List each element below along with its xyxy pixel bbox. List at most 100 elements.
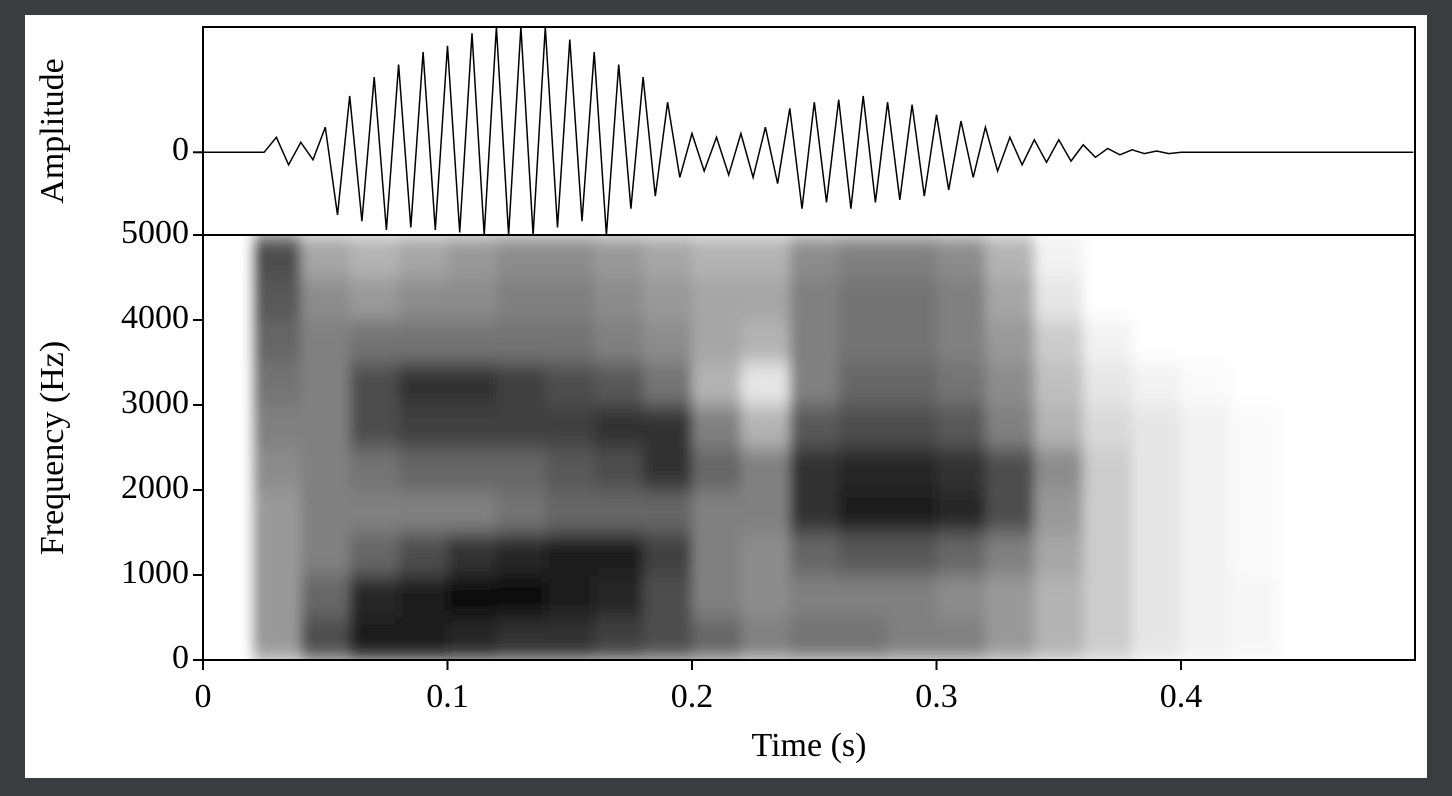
x-tick-label: 0.3 (915, 678, 958, 715)
heatmap-cell (251, 362, 302, 406)
heatmap-cell (545, 362, 595, 406)
heatmap-cell (1181, 575, 1231, 618)
heatmap-cell (1327, 490, 1378, 533)
heatmap-cell (936, 617, 986, 660)
heatmap-cell (789, 490, 840, 533)
heatmap-cell (643, 490, 693, 533)
heatmap-cell (1327, 575, 1378, 618)
heatmap-cell (1083, 617, 1133, 660)
x-tick-label: 0.1 (426, 678, 469, 715)
heatmap-cell (398, 362, 449, 406)
heatmap-cell (545, 277, 595, 321)
heatmap-cell (1083, 320, 1133, 363)
heatmap-cell (692, 277, 742, 321)
heatmap-cell (545, 532, 595, 576)
heatmap-cell (349, 575, 400, 618)
heatmap-cell (838, 320, 889, 363)
heatmap-cell (349, 490, 400, 533)
heatmap-cell (594, 405, 644, 448)
heatmap-cell (692, 532, 742, 576)
heatmap-cell (985, 405, 1035, 448)
heatmap-cell (936, 575, 986, 618)
heatmap-cell (349, 277, 400, 321)
heatmap-cell (985, 575, 1035, 618)
heatmap-cell (1034, 617, 1084, 660)
heatmap-cell (1327, 405, 1378, 448)
heatmap-cell (300, 490, 351, 533)
heatmap-cell (838, 362, 889, 406)
heatmap-cell (251, 532, 302, 576)
heatmap-cell (1327, 362, 1378, 406)
heatmap-cell (496, 405, 546, 448)
heatmap-cell (740, 405, 791, 448)
heatmap-cell (496, 490, 546, 533)
heatmap-cell (1132, 362, 1182, 406)
heatmap-cell (496, 617, 546, 660)
heatmap-cell (643, 405, 693, 448)
heatmap-cell (887, 490, 938, 533)
heatmap-cell (1278, 320, 1329, 363)
heatmap-cell (203, 447, 253, 491)
heatmap-cell (887, 405, 938, 448)
heatmap-cell (740, 532, 791, 576)
heatmap-cell (1132, 405, 1182, 448)
heatmap-cell (1132, 447, 1182, 491)
heatmap-cell (692, 617, 742, 660)
heatmap-cell (1278, 617, 1329, 660)
heatmap-cell (936, 532, 986, 576)
heatmap-cell (1376, 532, 1415, 576)
heatmap-cell (1376, 575, 1415, 618)
heatmap-cell (349, 235, 400, 278)
heatmap-cell (643, 235, 693, 278)
heatmap-cell (1376, 490, 1415, 533)
heatmap-cell (740, 617, 791, 660)
heatmap-cell (447, 617, 497, 660)
heatmap-cell (398, 490, 449, 533)
heatmap-cell (349, 362, 400, 406)
heatmap-cell (545, 490, 595, 533)
heatmap-cell (1132, 617, 1182, 660)
heatmap-cell (1083, 447, 1133, 491)
heatmap-cell (496, 532, 546, 576)
heatmap-cell (1376, 405, 1415, 448)
heatmap-cell (251, 447, 302, 491)
heatmap-cell (887, 362, 938, 406)
heatmap-cell (1181, 490, 1231, 533)
heatmap-cell (789, 617, 840, 660)
heatmap-cell (985, 447, 1035, 491)
heatmap-cell (838, 447, 889, 491)
heatmap-cell (496, 447, 546, 491)
heatmap-cell (349, 532, 400, 576)
heatmap-cell (692, 447, 742, 491)
heatmap-cell (1132, 575, 1182, 618)
heatmap-cell (1181, 320, 1231, 363)
heatmap-cell (300, 447, 351, 491)
heatmap-cell (692, 575, 742, 618)
heatmap-cell (1229, 405, 1280, 448)
heatmap-cell (1034, 405, 1084, 448)
heatmap-cell (1278, 447, 1329, 491)
heatmap-cell (1083, 405, 1133, 448)
heatmap-cell (251, 490, 302, 533)
heatmap-cell (594, 447, 644, 491)
heatmap-cell (1229, 575, 1280, 618)
heatmap-cell (496, 235, 546, 278)
y-tick-label: 1000 (121, 554, 189, 591)
heatmap-cell (643, 575, 693, 618)
heatmap-cell (1229, 277, 1280, 321)
heatmap-cell (496, 575, 546, 618)
y-axis-label: Frequency (Hz) (34, 341, 71, 555)
heatmap-cell (1034, 447, 1084, 491)
heatmap-cell (1278, 362, 1329, 406)
heatmap-cell (545, 320, 595, 363)
heatmap-cell (985, 532, 1035, 576)
heatmap-cell (447, 320, 497, 363)
heatmap-cell (1181, 447, 1231, 491)
heatmap-cell (643, 277, 693, 321)
heatmap-cell (936, 405, 986, 448)
heatmap-cell (1327, 235, 1378, 278)
heatmap-cell (887, 575, 938, 618)
heatmap-cell (1181, 235, 1231, 278)
heatmap-cell (300, 532, 351, 576)
